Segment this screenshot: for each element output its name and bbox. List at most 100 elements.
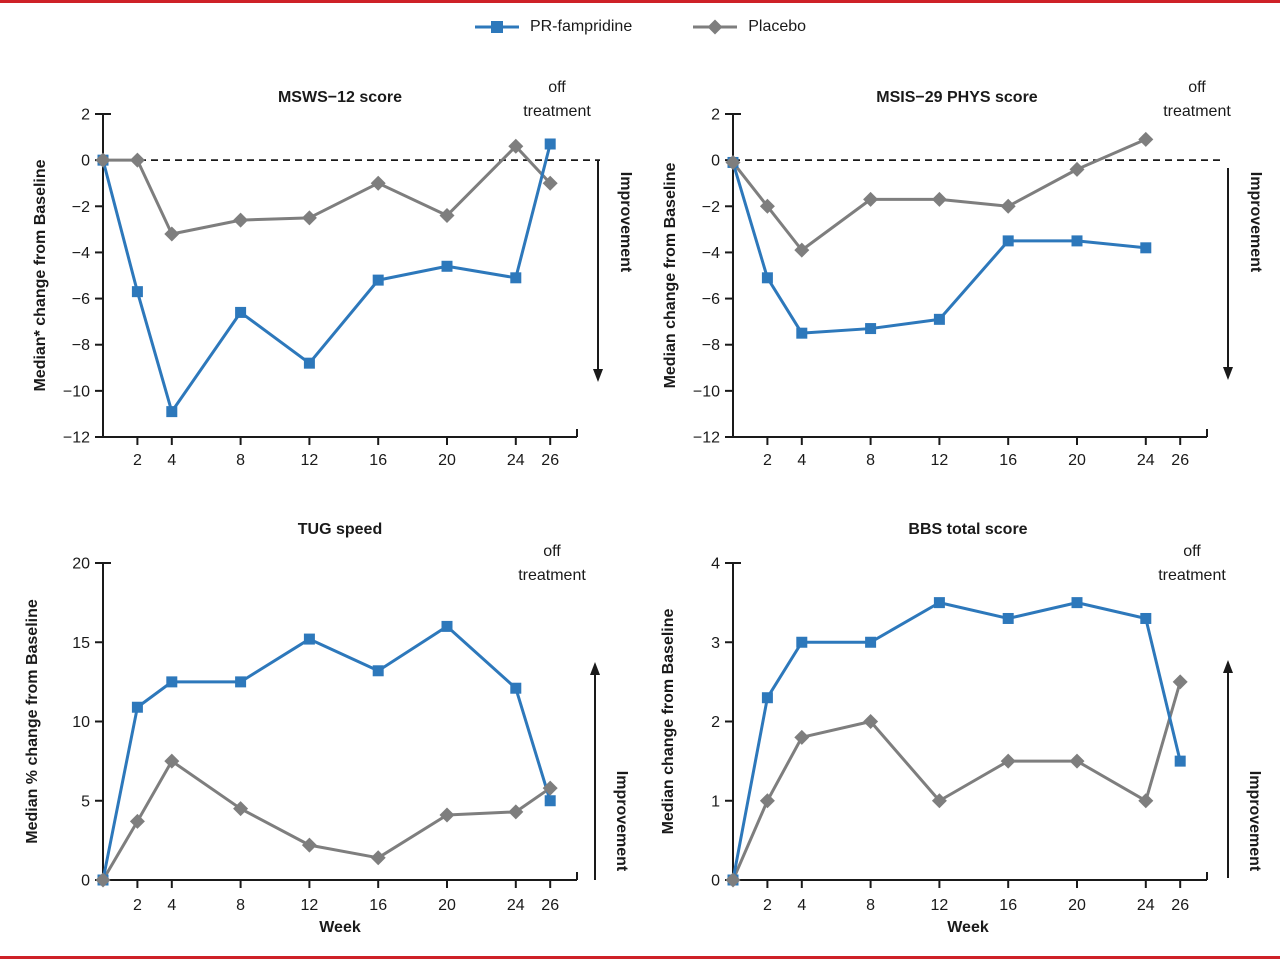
y-tick-label: −2 [72, 199, 90, 216]
placebo-marker [1000, 753, 1016, 769]
pr-fampridine-marker [131, 701, 143, 713]
pr-fampridine-marker [761, 692, 773, 704]
y-tick-label: −8 [72, 337, 90, 354]
placebo-marker [129, 813, 145, 829]
pr-fampridine-marker [1002, 612, 1014, 624]
placebo-marker [129, 152, 145, 168]
y-tick-label: 10 [72, 714, 90, 731]
placebo-marker [1069, 161, 1085, 177]
y-tick-label: 15 [72, 635, 90, 652]
pr-fampridine-marker [441, 260, 453, 272]
figure-legend: PR-fampridine Placebo [0, 18, 1280, 36]
pr-fampridine-marker [796, 636, 808, 648]
pr-fampridine-marker [166, 406, 178, 418]
off-treatment-label: off [543, 543, 561, 560]
placebo-marker [863, 191, 879, 207]
x-tick-label: 16 [369, 452, 387, 469]
off-treatment-label: off [1183, 543, 1201, 560]
panel-msws12: 2 0 −2 −4 −6 −8 −10 −12 2 4 8 12 16 20 24 26 MSWS−12 sco… [0, 60, 640, 490]
improvement-label: Improvement [617, 172, 634, 273]
improvement-label: Improvement [613, 771, 630, 872]
panel-tug: 20 15 10 5 0 2 4 8 12 16 20 24 26 TUG speed Median % c… [0, 490, 640, 962]
x-tick-label: 20 [1068, 897, 1086, 914]
pr-fampridine-marker [441, 620, 453, 632]
x-tick-label: 20 [438, 897, 456, 914]
off-treatment-label: treatment [518, 567, 586, 584]
x-tick-label: 2 [763, 452, 772, 469]
y-axis-title: Median change from Baseline [660, 608, 677, 834]
pr-fampridine-marker [544, 138, 556, 150]
y-tick-label: 20 [72, 556, 90, 573]
y-tick-label: −6 [72, 291, 90, 308]
placebo-marker [794, 242, 810, 258]
y-tick-label: 5 [81, 793, 90, 810]
pr-fampridine-marker [1140, 242, 1152, 254]
pr-fampridine-marker [761, 272, 773, 284]
x-tick-label: 8 [236, 452, 245, 469]
y-axis-title: Median change from Baseline [662, 162, 679, 388]
placebo-marker [794, 729, 810, 745]
pr-fampridine-marker [372, 665, 384, 677]
placebo-marker [759, 793, 775, 809]
placebo-marker [759, 198, 775, 214]
pr-fampridine-marker [303, 633, 315, 645]
placebo-marker [542, 175, 558, 191]
x-tick-label: 2 [133, 897, 142, 914]
placebo-line [103, 144, 552, 236]
pr-fampridine-marker [1140, 612, 1152, 624]
x-tick-label: 4 [797, 897, 806, 914]
legend-item-placebo: Placebo [692, 18, 806, 36]
placebo-marker [1069, 753, 1085, 769]
placebo-line [101, 759, 552, 881]
improvement-arrowhead [590, 662, 600, 675]
x-tick-label: 26 [1171, 897, 1189, 914]
x-tick-label: 16 [999, 452, 1017, 469]
legend-label-pr-fampridine: PR-fampridine [529, 18, 633, 35]
x-tick-label: 8 [866, 452, 875, 469]
off-treatment-label: treatment [1158, 567, 1226, 584]
placebo-marker [1000, 198, 1016, 214]
improvement-arrowhead [1223, 367, 1233, 380]
improvement-arrowhead [1223, 660, 1233, 673]
y-tick-label: −4 [72, 245, 90, 262]
x-tick-label: 2 [133, 452, 142, 469]
pr-fampridine-marker [933, 597, 945, 609]
placebo-marker [233, 212, 249, 228]
x-tick-label: 12 [301, 452, 319, 469]
y-tick-label: 0 [711, 153, 720, 170]
x-tick-label: 16 [369, 897, 387, 914]
x-tick-label: 24 [507, 897, 525, 914]
placebo-marker [725, 872, 741, 888]
x-tick-label: 2 [763, 897, 772, 914]
panel-msis29: 2 0 −2 −4 −6 −8 −10 −12 2 4 8 12 16 20 24 26 MSIS−29 PHY… [640, 60, 1280, 490]
pr-fampridine-marker [1002, 235, 1014, 247]
x-tick-label: 4 [797, 452, 806, 469]
improvement-arrowhead [593, 369, 603, 382]
pr-fampridine-line [101, 143, 552, 414]
placebo-marker [95, 872, 111, 888]
pr-fampridine-marker [372, 274, 384, 286]
x-tick-label: 12 [931, 897, 949, 914]
pr-fampridine-marker [933, 313, 945, 325]
panel-bbs: 4 3 2 1 0 2 4 8 12 16 20 24 26 BBS total score Median … [640, 490, 1280, 962]
x-axis-title: Week [947, 919, 989, 936]
off-treatment-label: off [548, 79, 566, 96]
legend-item-pr-fampridine: PR-fampridine [474, 18, 632, 36]
chart-title: TUG speed [298, 521, 382, 538]
placebo-line-marker-icon [693, 19, 738, 35]
x-axis-title: Week [319, 919, 361, 936]
x-tick-label: 12 [301, 897, 319, 914]
improvement-label: Improvement [1246, 771, 1263, 872]
placebo-marker [1138, 131, 1154, 147]
off-treatment-label: treatment [523, 103, 591, 120]
pr-fampridine-marker [796, 327, 808, 339]
placebo-marker [370, 850, 386, 866]
placebo-marker [542, 780, 558, 796]
y-tick-label: 2 [81, 107, 90, 124]
x-tick-label: 20 [1068, 452, 1086, 469]
pr-fampridine-marker [131, 286, 143, 298]
placebo-marker [931, 191, 947, 207]
